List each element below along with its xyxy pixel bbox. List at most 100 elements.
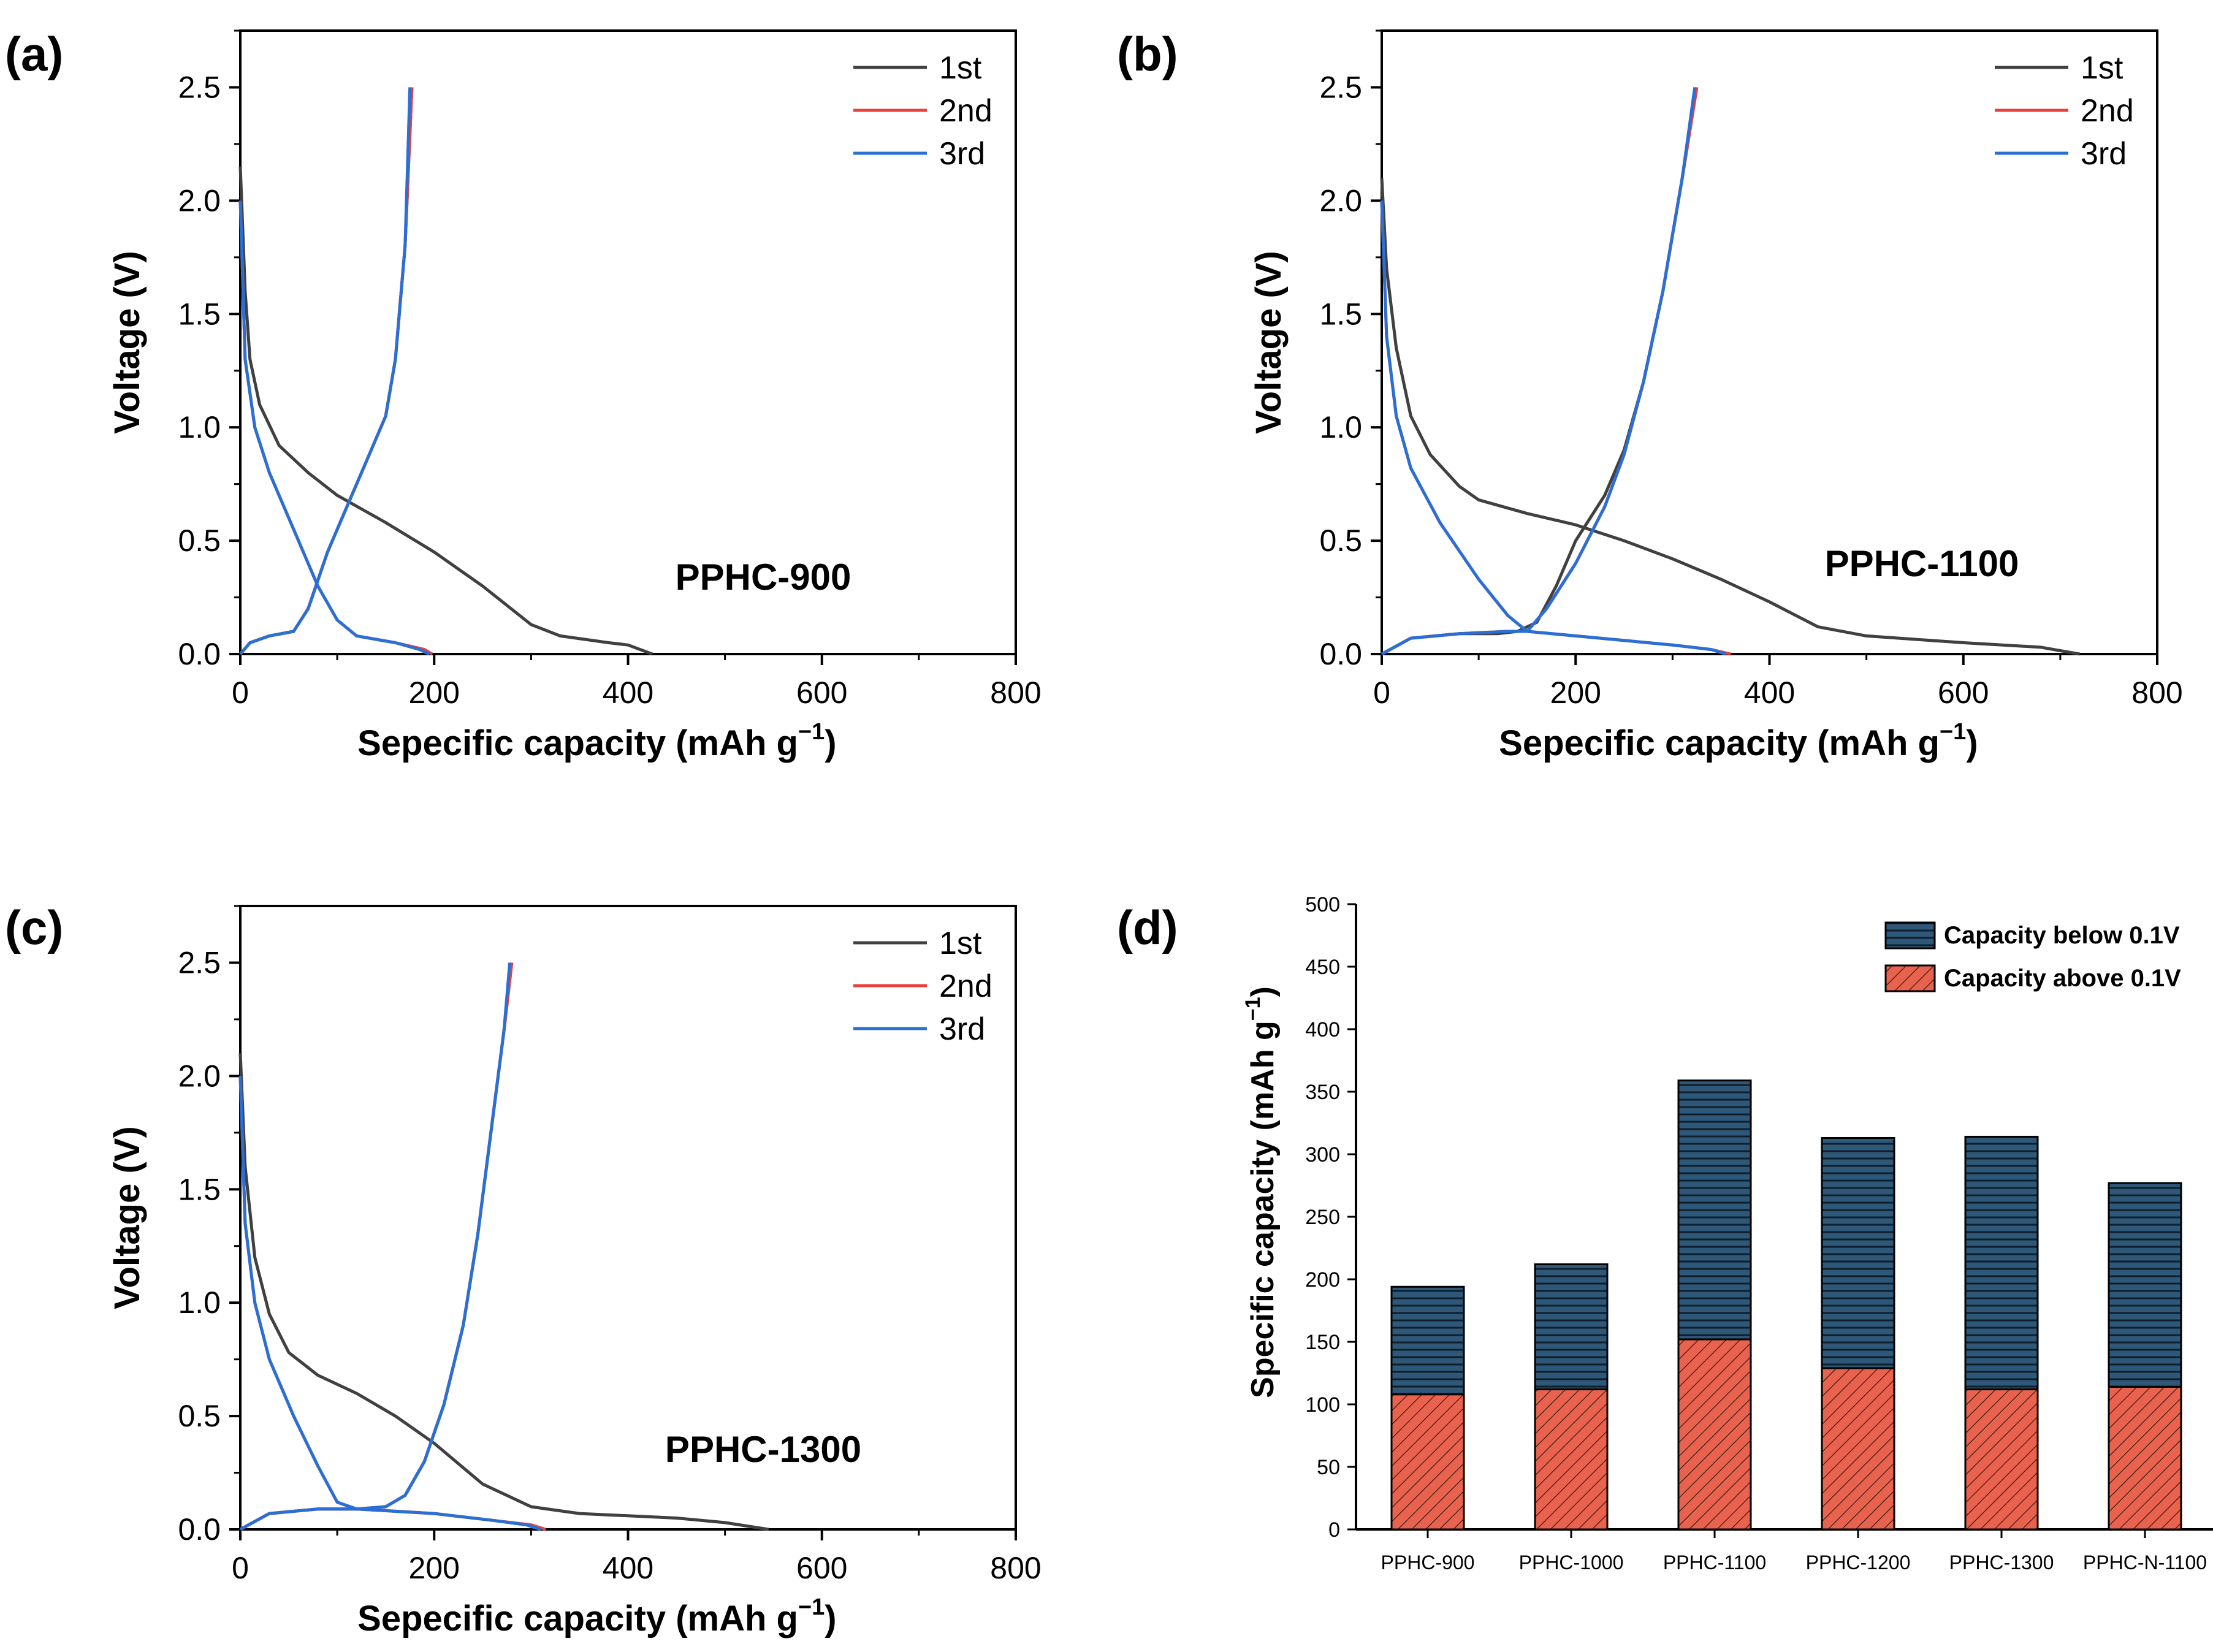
x-tick-label: PPHC-1200 bbox=[1806, 1551, 1911, 1574]
bar-above-PPHC-N-1100 bbox=[2108, 1385, 2182, 1531]
bar-above-PPHC-1100 bbox=[1677, 1338, 1752, 1531]
series-1st-discharge-line bbox=[238, 1053, 769, 1531]
y-tick-label: 1.5 bbox=[178, 297, 221, 331]
x-tick-label: 800 bbox=[990, 1551, 1041, 1585]
y-axis-label: Voltage (V) bbox=[107, 251, 147, 434]
y-tick-label: 0.0 bbox=[1319, 637, 1362, 671]
bar-below-PPHC-1300 bbox=[1964, 1135, 2039, 1391]
y-tick-label: 2.5 bbox=[178, 945, 221, 980]
y-tick-label: 1.0 bbox=[1319, 410, 1362, 444]
y-tick-label: 2.0 bbox=[178, 183, 221, 218]
y-tick-label: 1.0 bbox=[178, 410, 221, 444]
y-tick-label: 350 bbox=[1305, 1081, 1340, 1104]
y-tick-label: 50 bbox=[1317, 1456, 1340, 1479]
y-tick-label: 300 bbox=[1305, 1143, 1340, 1167]
y-tick-label: 500 bbox=[1305, 893, 1340, 916]
x-tick-label: 600 bbox=[796, 1551, 847, 1585]
series-1st-discharge-line bbox=[1380, 178, 2080, 656]
sample-annotation: PPHC-900 bbox=[676, 557, 851, 598]
y-tick-label: 100 bbox=[1305, 1393, 1340, 1417]
series-2nd-charge-line bbox=[1381, 87, 1699, 656]
y-tick-label: 1.5 bbox=[178, 1172, 221, 1206]
x-tick-label: PPHC-1100 bbox=[1663, 1551, 1766, 1574]
x-tick-label: 600 bbox=[1938, 676, 1989, 710]
legend-label: 3rd bbox=[939, 136, 985, 172]
x-tick-label: 800 bbox=[990, 676, 1041, 710]
x-axis-label-tail: ) bbox=[1966, 723, 1978, 763]
series-2nd-charge-line bbox=[239, 87, 414, 655]
x-axis-label-sup: −1 bbox=[1940, 719, 1966, 745]
panel-d: (d) 0 50 100 150 200 250 300 350 400 450 500 Specifi… bbox=[1117, 893, 2213, 1574]
legend-label: Capacity below 0.1V bbox=[1944, 922, 2180, 949]
x-tick-label: PPHC-900 bbox=[1381, 1551, 1475, 1574]
y-tick-label: 250 bbox=[1305, 1206, 1340, 1229]
y-tick-label: 1.0 bbox=[178, 1285, 221, 1320]
sample-annotation: PPHC-1100 bbox=[1825, 543, 2019, 584]
series-1st-charge-line bbox=[239, 962, 514, 1531]
y-axis-label: Voltage (V) bbox=[107, 1126, 147, 1309]
y-tick-label: 0.5 bbox=[178, 523, 221, 558]
bar-above-PPHC-1200 bbox=[1821, 1367, 1895, 1531]
y-tick-label: 450 bbox=[1305, 956, 1340, 979]
x-tick-label: 400 bbox=[603, 1551, 653, 1585]
x-axis-label: Sepecific capacity (mAh g−1) bbox=[1499, 719, 1978, 763]
x-axis-label-tail: ) bbox=[825, 723, 836, 763]
panel-a: (a) 0 200 400 600 800 0.0 0.5 1.0 1.5 2.0 2.5 Sepeci… bbox=[5, 27, 1042, 763]
legend-label: Capacity above 0.1V bbox=[1944, 965, 2181, 992]
x-tick-label: 200 bbox=[1550, 676, 1601, 710]
bar-below-PPHC-900 bbox=[1390, 1285, 1465, 1396]
y-tick-label: 2.0 bbox=[178, 1059, 221, 1093]
x-tick-label: PPHC-N-1100 bbox=[2083, 1551, 2207, 1574]
x-tick-label: 0 bbox=[232, 676, 249, 710]
x-tick-label: PPHC-1300 bbox=[1949, 1551, 2054, 1574]
y-axis-label-main: Specific capacity (mAh g bbox=[1245, 1021, 1281, 1398]
x-tick-label: 800 bbox=[2131, 676, 2182, 710]
series-3rd-discharge-line bbox=[238, 1076, 541, 1531]
x-axis-label: Sepecific capacity (mAh g−1) bbox=[357, 719, 836, 763]
y-tick-label: 2.5 bbox=[1319, 70, 1362, 104]
panel-b: (b) 0 200 400 600 800 0.0 0.5 1.0 1.5 2.0 2.5 Sepeci… bbox=[1117, 27, 2183, 763]
series-1st-discharge-line bbox=[238, 166, 653, 656]
series-1st-charge-line bbox=[239, 87, 414, 655]
legend-label: 3rd bbox=[2081, 136, 2127, 172]
legend-label: 2nd bbox=[2081, 93, 2134, 129]
legend-label: 1st bbox=[2081, 50, 2123, 86]
bar-below-PPHC-N-1100 bbox=[2108, 1182, 2182, 1388]
series-3rd-charge-line bbox=[239, 87, 412, 655]
x-tick-label: PPHC-1000 bbox=[1519, 1551, 1624, 1574]
bar-below-PPHC-1000 bbox=[1534, 1263, 1609, 1391]
bar-above-PPHC-900 bbox=[1390, 1393, 1465, 1531]
panel-label: (b) bbox=[1117, 27, 1178, 81]
panel-label: (d) bbox=[1117, 900, 1178, 954]
legend-label: 2nd bbox=[939, 93, 992, 129]
series-3rd-discharge-line bbox=[1380, 200, 1727, 656]
y-tick-label: 0.0 bbox=[178, 1512, 221, 1547]
series-3rd-charge-line bbox=[239, 962, 512, 1531]
panel-label: (c) bbox=[5, 900, 63, 954]
legend-label: 1st bbox=[939, 50, 982, 86]
plot-frame bbox=[1381, 29, 2158, 655]
y-axis-label-sup: −1 bbox=[1241, 997, 1265, 1021]
y-tick-label: 0.5 bbox=[1319, 523, 1362, 558]
bar-above-PPHC-1300 bbox=[1964, 1388, 2039, 1531]
x-axis-label: Sepecific capacity (mAh g−1) bbox=[357, 1594, 836, 1639]
x-tick-label: 200 bbox=[409, 676, 460, 710]
legend-label: 3rd bbox=[939, 1011, 985, 1047]
series-3rd-charge-line bbox=[1381, 87, 1697, 656]
y-tick-label: 400 bbox=[1305, 1018, 1340, 1041]
bar-above-PPHC-1000 bbox=[1534, 1388, 1609, 1531]
y-axis-label: Voltage (V) bbox=[1249, 251, 1289, 434]
series-2nd-charge-line bbox=[239, 962, 514, 1531]
y-tick-label: 2.5 bbox=[178, 70, 221, 104]
series-3rd-discharge-line bbox=[238, 200, 430, 656]
x-axis-label-main: Sepecific capacity (mAh g bbox=[1499, 723, 1940, 763]
x-tick-label: 400 bbox=[603, 676, 653, 710]
y-axis-label: Specific capacity (mAh g−1) bbox=[1241, 986, 1281, 1398]
x-tick-label: 600 bbox=[796, 676, 847, 710]
plot-frame bbox=[239, 905, 1017, 1531]
y-tick-label: 0 bbox=[1328, 1518, 1340, 1542]
panel-c: (c) 0 200 400 600 800 0.0 0.5 1.0 1.5 2.0 2.5 Sepeci… bbox=[5, 900, 1042, 1639]
x-tick-label: 0 bbox=[1373, 676, 1390, 710]
x-tick-label: 200 bbox=[409, 1551, 460, 1585]
